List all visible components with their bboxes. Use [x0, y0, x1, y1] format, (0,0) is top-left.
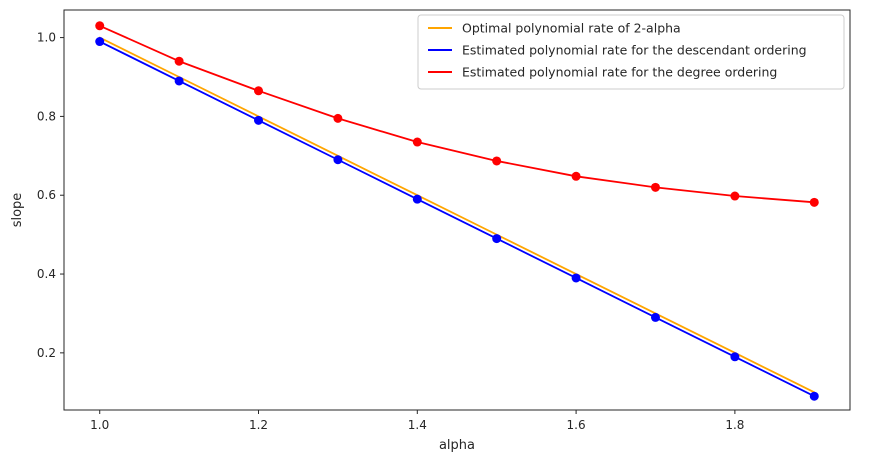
series-layer: [95, 21, 819, 401]
y-tick-label: 0.4: [37, 267, 56, 281]
x-tick-label: 1.4: [408, 418, 427, 432]
series-2: [95, 37, 819, 401]
legend-item: Estimated polynomial rate for the descen…: [428, 43, 807, 58]
y-axis: 0.2 0.4 0.6 0.8 1.0: [37, 31, 64, 360]
data-point: [95, 37, 105, 47]
data-point: [174, 56, 184, 66]
x-axis: 1.0 1.2 1.4 1.6 1.8: [90, 410, 744, 432]
data-point: [809, 197, 819, 207]
x-tick-label: 1.0: [90, 418, 109, 432]
data-point: [95, 21, 105, 31]
data-point: [174, 76, 184, 86]
data-point: [571, 171, 581, 181]
data-point: [254, 86, 264, 96]
plot-frame: [63, 9, 851, 411]
legend-label: Estimated polynomial rate for the degree…: [462, 65, 777, 80]
data-point: [730, 191, 740, 201]
data-point: [412, 194, 422, 204]
y-axis-label: slope: [10, 193, 25, 228]
data-point: [730, 352, 740, 362]
data-point: [650, 182, 660, 192]
series-3: [95, 21, 819, 207]
y-tick-label: 0.2: [37, 346, 56, 360]
series-line-2: [98, 40, 816, 398]
y-tick-label: 0.8: [37, 109, 56, 123]
data-point: [412, 137, 422, 147]
series-1: [98, 36, 816, 394]
x-tick-label: 1.8: [725, 418, 744, 432]
data-point: [333, 155, 343, 165]
x-tick-label: 1.2: [249, 418, 268, 432]
y-tick-label: 0.6: [37, 188, 56, 202]
data-point: [571, 273, 581, 283]
legend: Optimal polynomial rate of 2-alpha Estima…: [417, 14, 845, 90]
x-tick-label: 1.6: [567, 418, 586, 432]
data-point: [809, 391, 819, 401]
data-point: [333, 113, 343, 123]
y-tick-label: 1.0: [37, 31, 56, 45]
x-axis-label: alpha: [439, 438, 475, 453]
legend-item: Optimal polynomial rate of 2-alpha: [428, 21, 681, 36]
legend-box: [417, 14, 845, 90]
data-point: [254, 115, 264, 125]
legend-label: Estimated polynomial rate for the descen…: [462, 43, 807, 58]
data-point: [650, 312, 660, 322]
series-line-3: [98, 24, 816, 204]
legend-item: Estimated polynomial rate for the degree…: [428, 65, 777, 80]
series-line-1: [98, 36, 816, 394]
data-point: [492, 234, 502, 244]
data-point: [492, 156, 502, 166]
legend-label: Optimal polynomial rate of 2-alpha: [462, 21, 681, 36]
